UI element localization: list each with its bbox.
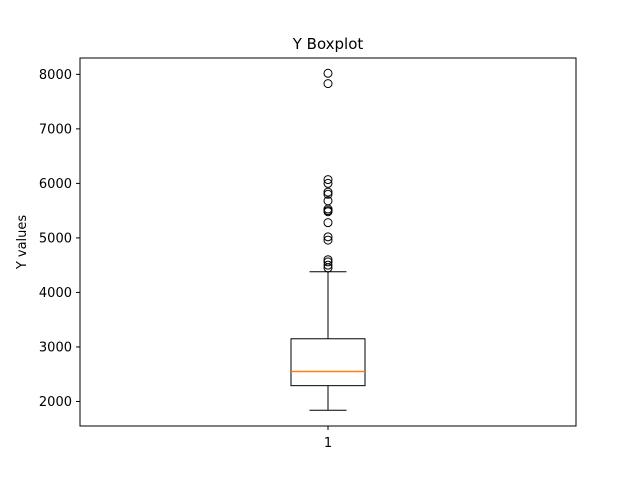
outlier-point xyxy=(323,257,333,267)
outlier-point xyxy=(323,175,333,185)
y-axis-ticks: 2000 3000 4000 5000 6000 7000 8000 xyxy=(39,68,80,410)
y-tick-label: 5000 xyxy=(39,231,72,246)
outlier-point xyxy=(323,68,333,78)
y-tick-label: 3000 xyxy=(39,340,72,355)
outlier-point xyxy=(323,260,333,270)
y-axis-label: Y values xyxy=(15,215,30,271)
outlier-point xyxy=(323,235,333,245)
x-axis-ticks: 1 xyxy=(324,426,332,451)
outlier-point xyxy=(323,187,333,197)
x-tick-label: 1 xyxy=(324,436,332,451)
outlier-point xyxy=(323,196,333,206)
y-tick-label: 4000 xyxy=(39,286,72,301)
iqr-box xyxy=(290,338,366,387)
chart-title: Y Boxplot xyxy=(292,35,364,53)
boxplot-marks xyxy=(290,68,366,411)
outlier-point xyxy=(323,218,333,228)
outlier-point xyxy=(323,255,333,265)
y-tick-label: 6000 xyxy=(39,177,72,192)
y-tick-label: 7000 xyxy=(39,122,72,137)
outlier-point xyxy=(323,79,333,89)
outlier-point xyxy=(323,189,333,199)
outlier-point xyxy=(323,232,333,242)
y-tick-label: 2000 xyxy=(39,395,72,410)
outlier-point xyxy=(323,178,333,188)
y-tick-label: 8000 xyxy=(39,68,72,83)
